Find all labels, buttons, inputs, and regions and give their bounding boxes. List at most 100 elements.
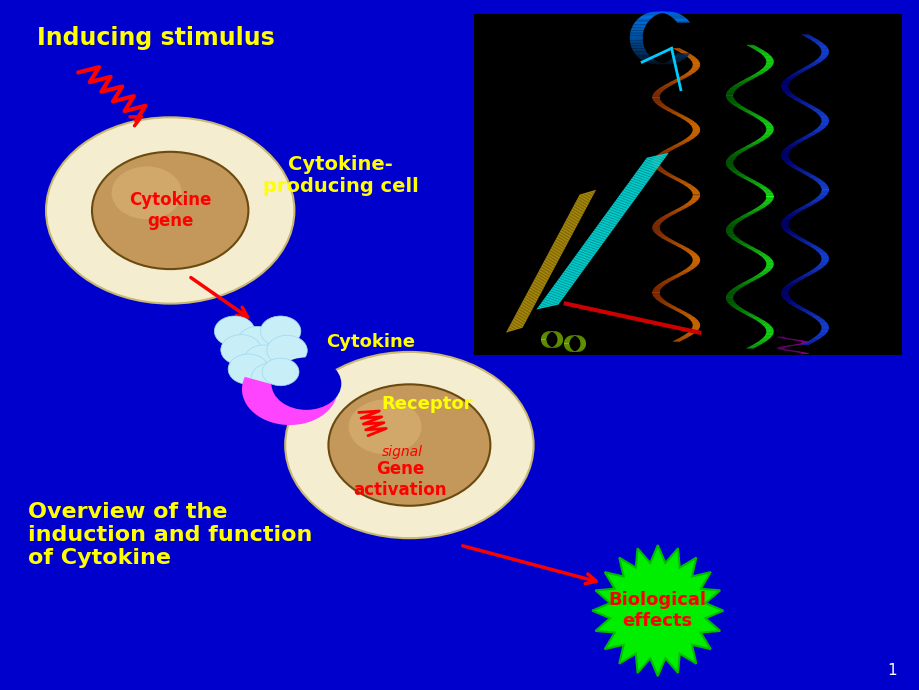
Polygon shape — [727, 293, 734, 294]
Polygon shape — [802, 35, 811, 36]
Polygon shape — [727, 225, 735, 226]
Polygon shape — [535, 270, 552, 277]
Polygon shape — [735, 106, 743, 107]
Polygon shape — [796, 139, 805, 140]
Polygon shape — [630, 47, 644, 48]
Polygon shape — [818, 184, 826, 185]
Polygon shape — [676, 311, 686, 312]
Polygon shape — [736, 242, 744, 243]
Polygon shape — [687, 71, 696, 72]
Polygon shape — [690, 68, 698, 69]
Polygon shape — [812, 179, 821, 180]
Polygon shape — [687, 57, 696, 58]
Polygon shape — [670, 211, 678, 213]
Polygon shape — [820, 192, 828, 193]
Polygon shape — [751, 250, 760, 251]
Polygon shape — [755, 72, 764, 73]
Polygon shape — [791, 211, 800, 212]
Polygon shape — [758, 52, 766, 53]
Polygon shape — [793, 237, 802, 238]
Polygon shape — [819, 55, 827, 57]
Polygon shape — [821, 326, 828, 327]
Polygon shape — [747, 347, 755, 348]
Polygon shape — [788, 165, 797, 166]
Polygon shape — [754, 117, 763, 118]
Polygon shape — [753, 74, 762, 75]
Polygon shape — [763, 268, 771, 269]
Polygon shape — [754, 343, 762, 344]
Polygon shape — [786, 77, 794, 78]
Polygon shape — [820, 256, 828, 257]
Polygon shape — [757, 254, 766, 255]
Polygon shape — [551, 240, 569, 247]
Polygon shape — [630, 30, 643, 32]
Polygon shape — [821, 188, 828, 189]
Polygon shape — [735, 309, 743, 310]
Polygon shape — [766, 130, 773, 131]
Polygon shape — [757, 341, 766, 342]
Polygon shape — [820, 325, 828, 326]
Polygon shape — [820, 118, 828, 119]
Polygon shape — [740, 148, 748, 149]
Polygon shape — [791, 73, 800, 75]
Polygon shape — [690, 60, 698, 61]
Polygon shape — [692, 323, 699, 324]
Polygon shape — [806, 175, 814, 176]
Polygon shape — [759, 339, 768, 340]
Polygon shape — [691, 328, 698, 329]
Polygon shape — [631, 48, 645, 50]
Polygon shape — [550, 244, 567, 250]
Polygon shape — [817, 114, 825, 115]
Polygon shape — [761, 136, 769, 137]
Polygon shape — [688, 200, 697, 201]
Polygon shape — [628, 176, 652, 183]
Polygon shape — [743, 147, 751, 148]
Polygon shape — [679, 272, 688, 273]
Polygon shape — [681, 314, 689, 315]
Polygon shape — [803, 36, 812, 37]
Polygon shape — [814, 128, 823, 130]
Polygon shape — [741, 245, 750, 246]
Polygon shape — [805, 135, 813, 136]
Polygon shape — [746, 315, 754, 316]
Polygon shape — [765, 126, 773, 127]
Polygon shape — [816, 320, 824, 321]
Text: Cytokine
gene: Cytokine gene — [129, 191, 211, 230]
Polygon shape — [652, 160, 660, 161]
Polygon shape — [533, 274, 550, 280]
Polygon shape — [818, 115, 826, 116]
Polygon shape — [752, 209, 761, 210]
Polygon shape — [750, 277, 759, 279]
Polygon shape — [685, 73, 693, 74]
Polygon shape — [802, 242, 811, 243]
Polygon shape — [780, 84, 788, 85]
Polygon shape — [816, 44, 824, 45]
Polygon shape — [815, 197, 823, 198]
Polygon shape — [783, 286, 791, 288]
Polygon shape — [652, 162, 659, 163]
Polygon shape — [692, 195, 699, 196]
Polygon shape — [810, 270, 818, 271]
Polygon shape — [754, 185, 763, 186]
Polygon shape — [618, 189, 641, 196]
Polygon shape — [801, 275, 810, 276]
Polygon shape — [818, 322, 826, 323]
Polygon shape — [654, 103, 663, 104]
Polygon shape — [660, 237, 668, 238]
Polygon shape — [652, 163, 659, 164]
Text: signal: signal — [381, 445, 423, 459]
Polygon shape — [566, 213, 584, 219]
Polygon shape — [815, 319, 823, 320]
Polygon shape — [655, 156, 663, 157]
Polygon shape — [806, 134, 815, 135]
Polygon shape — [754, 50, 764, 51]
Polygon shape — [676, 78, 686, 79]
Polygon shape — [800, 206, 809, 207]
Polygon shape — [560, 225, 577, 231]
Polygon shape — [812, 248, 821, 249]
Polygon shape — [669, 81, 678, 82]
Polygon shape — [729, 155, 737, 156]
Polygon shape — [736, 217, 745, 218]
Polygon shape — [819, 323, 827, 324]
Polygon shape — [538, 265, 555, 271]
